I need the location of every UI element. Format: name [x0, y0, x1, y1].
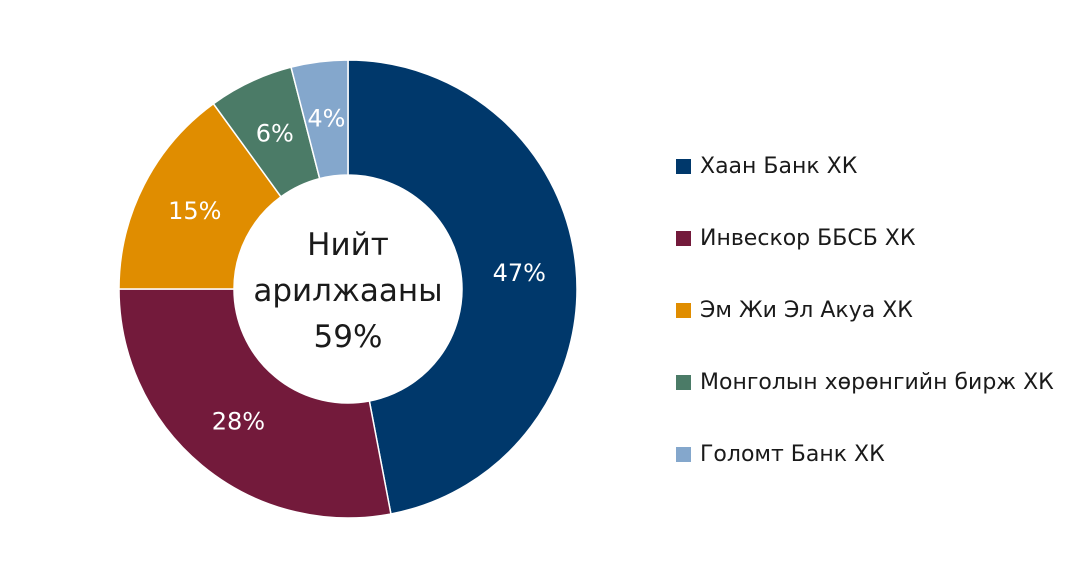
legend-swatch	[676, 158, 691, 174]
donut-slice	[118, 102, 283, 290]
legend-label: Монголын хөрөнгийн бирж ХК	[700, 369, 1054, 395]
legend-label: Хаан Банк ХК	[700, 153, 858, 179]
donut-chart: 47% 28% 15% 6% 4% Нийт арилжааны 59%	[118, 59, 578, 519]
center-label: Нийт арилжааны 59%	[253, 227, 442, 355]
legend-item: Хаан Банк ХК	[676, 130, 1056, 202]
legend: Хаан Банк ХК Инвескор ББСБ ХК Эм Жи Эл А…	[676, 130, 1056, 490]
slice-labels: 47% 28% 15% 6% 4%	[168, 104, 546, 435]
slice-value-label: 15%	[168, 197, 221, 225]
slice-value-label: 28%	[212, 408, 265, 436]
slice-value-label: 6%	[256, 119, 294, 147]
legend-item: Эм Жи Эл Акуа ХК	[676, 274, 1056, 346]
legend-swatch	[676, 374, 691, 390]
legend-item: Монголын хөрөнгийн бирж ХК	[676, 346, 1056, 418]
legend-swatch	[676, 230, 691, 246]
center-label-line-1: Нийт	[307, 227, 389, 263]
center-label-line-2: арилжааны	[253, 273, 442, 309]
slice-value-label: 47%	[493, 259, 546, 287]
legend-item: Голомт Банк ХК	[676, 418, 1056, 490]
donut-slices	[118, 59, 578, 519]
donut-slice	[118, 288, 392, 519]
legend-label: Инвескор ББСБ ХК	[700, 225, 916, 251]
legend-item: Инвескор ББСБ ХК	[676, 202, 1056, 274]
legend-label: Эм Жи Эл Акуа ХК	[700, 297, 913, 323]
donut-slice	[347, 59, 578, 515]
donut-slice	[290, 59, 349, 180]
slice-value-label: 4%	[307, 104, 345, 132]
legend-swatch	[676, 446, 691, 462]
legend-swatch	[676, 302, 691, 318]
legend-label: Голомт Банк ХК	[700, 441, 885, 467]
center-label-line-3: 59%	[314, 319, 383, 355]
